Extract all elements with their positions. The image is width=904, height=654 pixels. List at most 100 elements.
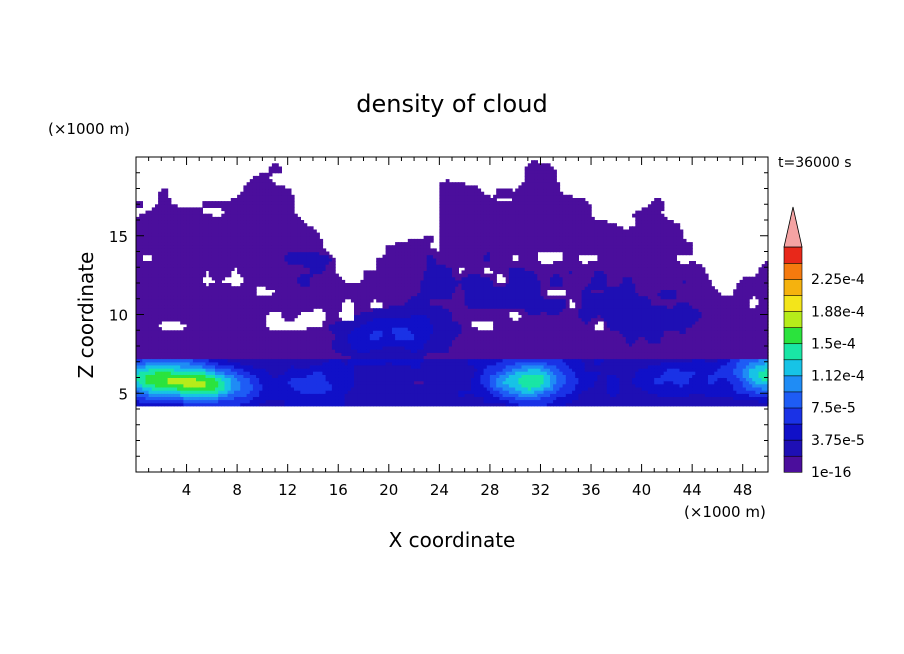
contour-cell	[290, 317, 295, 322]
contour-cell	[224, 270, 229, 275]
contour-cell	[173, 301, 178, 306]
contour-cell	[392, 371, 396, 375]
contour-cell	[313, 358, 317, 363]
contour-cell	[373, 352, 377, 356]
contour-cell	[382, 333, 387, 338]
contour-cell	[344, 383, 349, 388]
contour-cell	[246, 364, 251, 369]
contour-cell	[240, 368, 245, 372]
contour-cell	[335, 393, 339, 397]
contour-cell	[278, 204, 282, 208]
contour-cell	[297, 305, 301, 309]
contour-cell	[199, 368, 203, 372]
contour-cell	[167, 352, 172, 356]
contour-cell	[281, 330, 286, 334]
contour-cell	[287, 383, 292, 388]
contour-cell	[385, 283, 390, 287]
contour-cell	[404, 377, 409, 382]
contour-cell	[249, 179, 254, 183]
contour-cell	[410, 245, 415, 249]
contour-cell	[354, 330, 358, 334]
contour-cell	[234, 198, 238, 202]
contour-cell	[278, 295, 282, 300]
contour-cell	[237, 229, 241, 234]
contour-cell	[335, 314, 339, 319]
contour-cell	[180, 223, 184, 227]
contour-cell	[414, 380, 418, 385]
contour-cell	[385, 390, 390, 394]
contour-cell	[240, 198, 245, 202]
contour-cell	[205, 292, 210, 297]
contour-cell	[398, 308, 403, 312]
contour-cell	[382, 364, 387, 369]
contour-cell	[234, 295, 238, 300]
contour-cell	[268, 374, 273, 378]
contour-cell	[148, 339, 153, 344]
contour-cell	[177, 279, 181, 284]
contour-cell	[240, 333, 245, 338]
contour-cell	[338, 333, 342, 338]
contour-cell	[265, 191, 270, 196]
contour-cell	[328, 396, 333, 401]
contour-cell	[414, 383, 418, 388]
contour-cell	[177, 314, 181, 319]
contour-cell	[284, 276, 289, 281]
contour-cell	[275, 355, 279, 360]
contour-cell	[240, 270, 245, 275]
contour-cell	[303, 248, 308, 253]
contour-cell	[237, 333, 241, 338]
contour-cell	[155, 364, 159, 369]
contour-cell	[170, 264, 175, 268]
contour-cell	[243, 188, 248, 193]
contour-cell	[240, 377, 245, 382]
contour-cell	[268, 364, 273, 369]
contour-cell	[136, 264, 140, 268]
contour-cell	[338, 320, 342, 325]
contour-cell	[183, 279, 188, 284]
contour-cell	[278, 399, 282, 404]
contour-cell	[148, 210, 153, 215]
contour-cell	[221, 399, 226, 404]
contour-cell	[142, 301, 147, 306]
contour-cell	[192, 286, 197, 290]
contour-cell	[401, 374, 406, 378]
contour-cell	[294, 393, 298, 397]
contour-cell	[373, 286, 377, 290]
contour-cell	[388, 371, 393, 375]
contour-cell	[373, 276, 377, 281]
contour-cell	[294, 333, 298, 338]
contour-cell	[161, 361, 166, 366]
contour-cell	[227, 229, 232, 234]
contour-cell	[395, 242, 399, 246]
contour-cell	[319, 254, 324, 259]
contour-cell	[319, 390, 324, 394]
contour-cell	[224, 229, 229, 234]
contour-cell	[404, 286, 409, 290]
contour-cell	[392, 301, 396, 306]
contour-cell	[158, 220, 162, 224]
contour-cell	[284, 339, 289, 344]
contour-cell	[186, 207, 191, 212]
contour-cell	[407, 261, 412, 265]
contour-cell	[249, 226, 254, 230]
contour-cell	[313, 349, 317, 353]
contour-cell	[155, 393, 159, 397]
contour-cell	[268, 339, 273, 344]
contour-cell	[322, 264, 327, 268]
contour-cell	[142, 229, 147, 234]
contour-cell	[306, 305, 311, 309]
contour-cell	[205, 295, 210, 300]
contour-cell	[237, 267, 241, 271]
contour-cell	[373, 320, 377, 325]
contour-cell	[136, 358, 140, 363]
contour-cell	[161, 336, 166, 341]
contour-cell	[265, 213, 270, 218]
contour-cell	[388, 383, 393, 388]
contour-cell	[290, 286, 295, 290]
contour-cell	[155, 399, 159, 404]
contour-cell	[230, 210, 235, 215]
contour-cell	[313, 368, 317, 372]
contour-cell	[170, 226, 175, 230]
contour-cell	[164, 292, 169, 297]
contour-cell	[268, 399, 273, 404]
